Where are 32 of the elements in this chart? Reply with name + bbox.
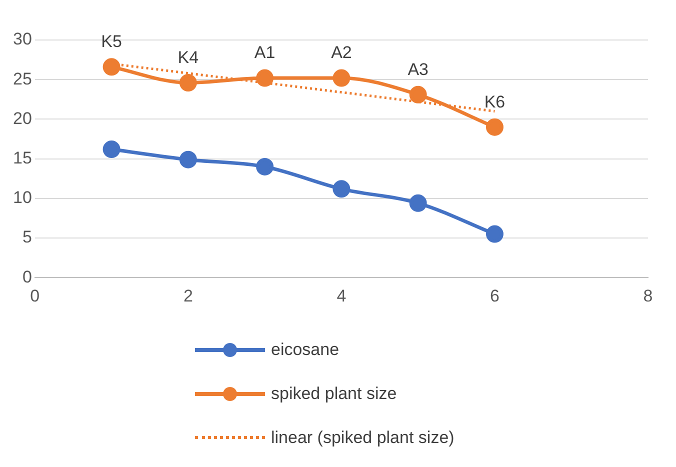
point bbox=[102, 140, 120, 158]
legend-label: eicosane bbox=[271, 340, 340, 360]
x-tick-label: 6 bbox=[490, 286, 500, 306]
y-tick-label: 20 bbox=[12, 108, 32, 128]
annotation: A1 bbox=[254, 43, 276, 62]
y-tick-label: 30 bbox=[12, 30, 32, 49]
annotation: A2 bbox=[331, 43, 352, 62]
x-tick-label: 4 bbox=[336, 286, 346, 306]
point bbox=[486, 225, 504, 243]
y-tick-label: 25 bbox=[12, 69, 32, 88]
x-tick-label: 2 bbox=[183, 286, 193, 306]
point bbox=[179, 150, 197, 168]
y-tick-label: 5 bbox=[22, 228, 32, 247]
y-tick-label: 10 bbox=[12, 188, 32, 208]
point bbox=[256, 158, 274, 176]
legend-label: spiked plant size bbox=[271, 384, 397, 404]
legend-label: linear (spiked plant size) bbox=[271, 428, 454, 448]
y-tick-label: 15 bbox=[12, 148, 32, 168]
point bbox=[332, 69, 350, 87]
annotation: K6 bbox=[484, 92, 506, 112]
annotation: K4 bbox=[178, 48, 199, 67]
y-tick-label: 0 bbox=[22, 267, 32, 286]
point bbox=[486, 118, 504, 136]
point bbox=[332, 180, 350, 198]
point bbox=[102, 58, 120, 76]
x-tick-label: 8 bbox=[643, 286, 653, 306]
point bbox=[179, 74, 197, 92]
point bbox=[409, 194, 427, 212]
annotation: A3 bbox=[408, 60, 428, 79]
annotation: K5 bbox=[101, 32, 122, 52]
point bbox=[409, 86, 427, 104]
point bbox=[256, 69, 274, 87]
